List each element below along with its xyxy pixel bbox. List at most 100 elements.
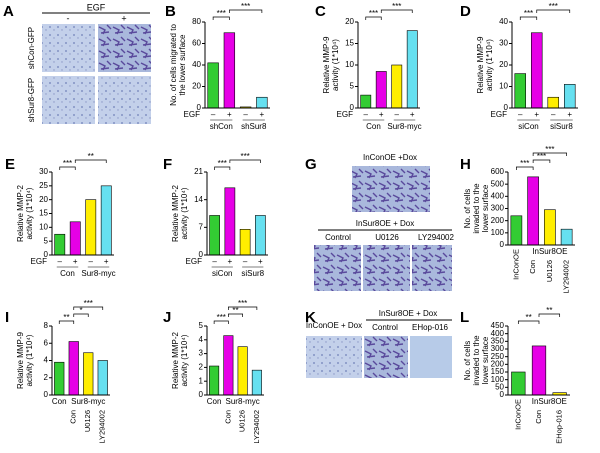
y-axis-label: activity (1*10⁴): [180, 187, 189, 239]
bar: [54, 233, 66, 256]
y-tick-label: 15: [39, 209, 48, 218]
bar: [224, 187, 236, 256]
y-tick-label: 10: [499, 82, 508, 91]
micrograph: [352, 166, 430, 212]
x-tick-label: Con: [528, 260, 537, 274]
y-tick-label: 100: [491, 228, 505, 237]
y-tick-label: 15: [345, 39, 354, 48]
y-axis-label: Relative MMP-9: [322, 36, 331, 93]
y-tick-label: 100: [491, 375, 505, 384]
group-label: shCon: [210, 122, 233, 131]
bar: [239, 229, 251, 256]
y-tick-label: 0: [350, 103, 355, 112]
image-label: InSur8OE + Dox: [379, 309, 437, 318]
group-label: InSur8OE: [532, 247, 567, 256]
y-tick-label: 0: [197, 103, 202, 112]
condition-label: EGF: [337, 110, 354, 119]
bar: [209, 215, 220, 256]
condition-label: EGF: [186, 257, 203, 266]
y-tick-label: 300: [491, 344, 505, 353]
y-tick-label: 10: [39, 222, 48, 231]
significance-bracket: [214, 166, 231, 170]
y-tick-label: 2: [199, 363, 204, 372]
x-tick-label: +: [410, 110, 415, 119]
significance-bracket: [532, 152, 567, 156]
y-tick-label: 200: [491, 216, 505, 225]
bar: [251, 369, 262, 396]
y-axis-label: Relative MMP-9: [476, 36, 485, 93]
significance-bracket: [73, 306, 104, 310]
y-tick-label: 7: [199, 222, 204, 231]
panel-letter: B: [165, 3, 176, 20]
x-tick-label: Con: [69, 410, 78, 424]
bar: [83, 352, 94, 396]
bar: [391, 64, 403, 109]
y-tick-label: 30: [39, 167, 48, 176]
panel-letter: E: [5, 156, 15, 173]
panel-letter: I: [5, 309, 9, 326]
y-tick-label: 250: [491, 352, 505, 361]
bar: [97, 360, 108, 396]
y-tick-label: 2: [44, 373, 49, 382]
significance-bracket: [538, 313, 561, 317]
panel-letter: A: [3, 3, 14, 20]
y-tick-label: 400: [491, 191, 505, 200]
significance-label: **: [63, 313, 69, 322]
x-tick-label: –: [518, 110, 523, 119]
x-tick-label: U0126: [545, 260, 554, 282]
group-label: shSur8: [241, 122, 267, 131]
row-label: shSur8-GFP: [27, 78, 36, 122]
bar: [544, 209, 556, 246]
x-tick-label: EHop-016: [555, 410, 564, 444]
significance-bracket: [229, 159, 261, 163]
image-title: EGF: [87, 2, 106, 12]
y-tick-label: 3: [199, 349, 204, 358]
significance-label: ***: [537, 152, 546, 161]
significance-label: ***: [524, 9, 533, 18]
x-tick-label: –: [58, 257, 63, 266]
significance-bracket: [228, 313, 243, 317]
group-label: Sur8-myc: [71, 397, 105, 406]
y-axis-label: invaded to the: [472, 335, 481, 386]
significance-label: ***: [63, 159, 72, 168]
x-tick-label: –: [551, 110, 556, 119]
y-tick-label: 10: [345, 60, 354, 69]
x-tick-label: –: [364, 110, 369, 119]
y-tick-label: 500: [491, 179, 505, 188]
panel-a: A EGF - + shCon-GFP shSur8-GFP: [3, 2, 151, 124]
bar: [54, 361, 65, 396]
y-tick-label: 80: [192, 17, 201, 26]
significance-bracket: [517, 320, 540, 324]
y-tick-label: 0: [44, 250, 49, 259]
x-tick-label: LY294002: [98, 410, 107, 444]
x-tick-label: LY294002: [562, 260, 571, 294]
x-tick-label: +: [227, 110, 232, 119]
y-tick-label: 0: [500, 240, 505, 249]
column-label: EHop-016: [412, 323, 449, 332]
significance-bracket: [58, 320, 75, 324]
y-axis-label: Relative MMP-2: [171, 332, 180, 389]
bar: [256, 96, 268, 109]
image-label: InSur8OE + Dox: [356, 219, 414, 228]
bar: [223, 32, 236, 109]
y-axis-label: Relative MMP-2: [16, 185, 25, 242]
significance-label: **: [232, 306, 238, 315]
condition-label: EGF: [184, 110, 201, 119]
significance-label: **: [88, 152, 94, 161]
bar: [207, 62, 219, 109]
panel-letter: H: [460, 156, 471, 173]
x-tick-label: –: [243, 110, 248, 119]
significance-label: ***: [369, 9, 378, 18]
y-tick-label: 20: [345, 17, 354, 26]
x-tick-label: +: [534, 110, 539, 119]
significance-bracket: [516, 166, 534, 170]
y-tick-label: 400: [491, 329, 505, 338]
y-axis-label: activity (1*10⁴): [331, 39, 340, 91]
y-tick-label: 4: [44, 356, 49, 365]
group-label: Con: [60, 269, 75, 278]
panel-letter: J: [163, 309, 171, 326]
x-tick-label: +: [260, 110, 265, 119]
y-axis-label: invaded to the: [472, 183, 481, 234]
x-tick-label: U0126: [83, 410, 92, 432]
